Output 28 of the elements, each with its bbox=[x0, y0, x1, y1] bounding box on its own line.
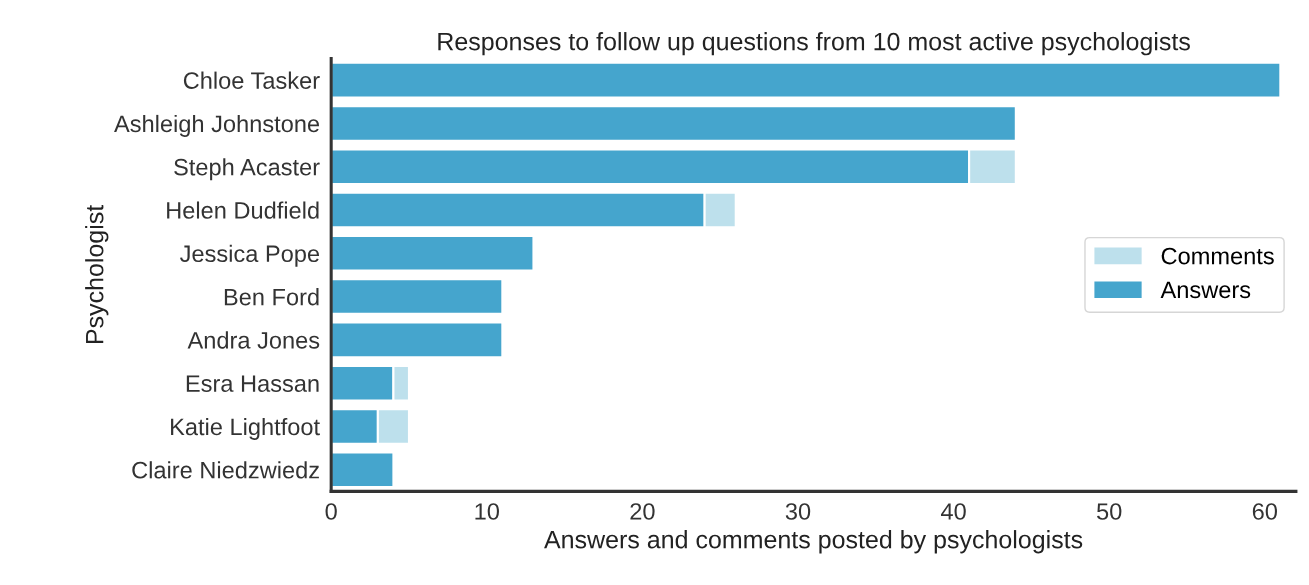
y-tick-label: Ashleigh Johnstone bbox=[114, 114, 320, 137]
x-tick-label: 10 bbox=[475, 503, 499, 520]
y-tick-label: Claire Niedzwiedz bbox=[132, 461, 319, 479]
y-axis-title: Psychologist bbox=[85, 204, 109, 344]
y-tick-label: Esra Hassan bbox=[186, 375, 319, 392]
y-tick-label: Ben Ford bbox=[224, 288, 319, 306]
x-tick-label: 0 bbox=[325, 503, 337, 520]
y-tick-label: Andra Jones bbox=[187, 331, 320, 349]
x-tick-label: 30 bbox=[785, 503, 811, 520]
y-tick-label: Jessica Pope bbox=[180, 244, 320, 267]
legend-label: Answers bbox=[1160, 281, 1251, 299]
bar bbox=[331, 321, 504, 359]
bar bbox=[331, 278, 504, 315]
chart-title: Responses to follow up questions from 10 most active psychologists bbox=[438, 32, 1190, 56]
y-tick-label: Katie Lightfoot bbox=[171, 417, 320, 440]
y-tick-label: Steph Acaster bbox=[174, 158, 320, 181]
y-tick-label: Helen Dudfield bbox=[167, 201, 319, 219]
x-axis-title: Answers and comments posted by psychologists bbox=[544, 530, 1083, 554]
x-tick-label: 20 bbox=[630, 503, 655, 520]
bar bbox=[331, 234, 535, 272]
x-tick-label: 50 bbox=[1097, 503, 1122, 520]
bar bbox=[331, 105, 1017, 142]
x-tick-label: 60 bbox=[1252, 503, 1277, 520]
legend-label: Comments bbox=[1161, 247, 1274, 265]
bar bbox=[331, 61, 1282, 99]
x-tick-label: 40 bbox=[941, 503, 966, 520]
y-tick-label: Chloe Tasker bbox=[183, 71, 320, 89]
bar bbox=[331, 451, 395, 489]
